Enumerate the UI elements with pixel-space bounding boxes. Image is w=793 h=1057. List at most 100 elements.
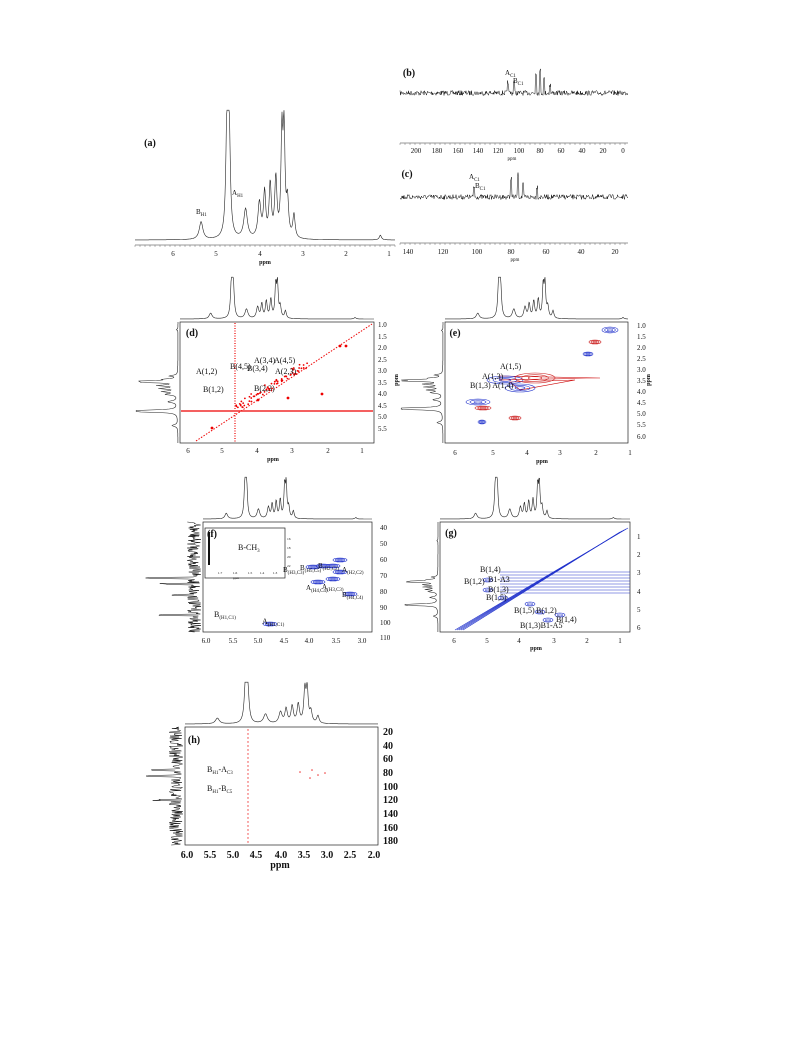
tick-label: 1.0: [637, 322, 646, 330]
annotation-main: B(1,3): [488, 585, 509, 594]
contour: [337, 571, 343, 573]
annotation: B(1,2): [536, 606, 557, 615]
annotation-sub: (H1,C1): [219, 616, 236, 621]
contour: [265, 388, 268, 391]
panel-label: (h): [188, 735, 200, 746]
contour: [500, 596, 506, 600]
contour: [330, 565, 336, 567]
spectrum: [399, 68, 629, 97]
contour: [275, 382, 278, 385]
diagonal: [195, 323, 373, 442]
plot-frame: [204, 527, 286, 579]
contour: [241, 406, 244, 409]
tick-label: 4.5: [378, 402, 387, 410]
tick-label: 6.0: [637, 433, 646, 441]
tick-label: 4: [258, 250, 262, 258]
annotation-sub: (H1,C1): [268, 623, 285, 628]
annotation-sub: H1: [201, 213, 208, 218]
contour: [250, 397, 253, 399]
annotation-main: B(3,4): [247, 364, 268, 373]
annotation: A(4,5): [274, 356, 295, 365]
contour: [514, 372, 556, 384]
contour: [477, 419, 487, 425]
annotation-main: B(1,2): [536, 606, 557, 615]
contour: [247, 825, 249, 827]
tick-label: 60: [380, 556, 388, 564]
contour: [247, 737, 249, 739]
contour: [584, 352, 592, 356]
panel-label: (e): [449, 328, 460, 339]
contour: [465, 398, 491, 406]
tick-label: 5.0: [227, 850, 240, 861]
contour: [313, 580, 323, 584]
contour: [247, 797, 249, 799]
tick-label: 4: [517, 637, 521, 645]
contour: [285, 375, 288, 378]
annotation-main: A: [306, 584, 311, 592]
contour: [542, 617, 554, 623]
plot-frame: [444, 321, 629, 444]
spectrum: [440, 476, 630, 520]
tick-label: 20: [383, 727, 393, 738]
tick-label: 140: [473, 147, 484, 155]
annotation: A(H1,C1): [262, 617, 285, 628]
contour: [292, 368, 295, 371]
annotation-main: A: [469, 173, 474, 181]
contour: [509, 385, 531, 391]
annotation: B(4,5): [230, 362, 251, 371]
annotation: B(2,3): [254, 384, 275, 393]
axis-title: ppm: [646, 374, 652, 386]
contour: [537, 610, 543, 614]
tick-label: 4.5: [280, 637, 289, 645]
contour: [247, 781, 249, 783]
tick-label: 4.0: [378, 390, 387, 398]
contour: [604, 327, 616, 333]
contour: [335, 558, 345, 562]
tick-label: 160: [453, 147, 464, 155]
tick-label: 3: [558, 449, 562, 457]
spectrum: [145, 726, 184, 846]
annotation-sub: C1: [518, 82, 524, 87]
tick-label: 140: [403, 248, 414, 256]
contour: [247, 777, 249, 779]
axis-title: ppm: [270, 860, 290, 871]
contour: [586, 353, 590, 355]
contour: [335, 570, 345, 574]
tick-label: 3.0: [378, 367, 387, 375]
axis-title: ppm: [394, 374, 400, 386]
contour: [347, 593, 353, 595]
spectrum: [185, 681, 378, 725]
contour: [497, 595, 509, 601]
spectrum: [399, 172, 629, 201]
tick-label: 5.5: [229, 637, 238, 645]
tick-label: 3.0: [637, 366, 646, 374]
contour: [252, 395, 255, 398]
annotation-main: B: [283, 566, 288, 574]
annotation-main: B: [475, 182, 480, 190]
axis-title: ppm: [536, 459, 548, 465]
contour: [514, 386, 526, 390]
tick-label: 6: [171, 250, 175, 258]
contour: [498, 378, 512, 382]
contour: [291, 371, 294, 374]
annotation-main: B-CH: [238, 543, 257, 552]
contour: [607, 328, 613, 332]
contour: [325, 576, 341, 582]
tick-label: 2.5: [378, 356, 387, 364]
panel-label: (b): [403, 68, 415, 79]
annotation-sub: (H2,C2): [347, 571, 364, 576]
contour: [318, 564, 328, 568]
spectrum: [180, 276, 374, 320]
contour: [477, 406, 489, 410]
tick-label: 100: [472, 248, 483, 256]
contour: [262, 621, 278, 627]
annotation-sub: 3: [257, 549, 260, 554]
tick-label: 100: [383, 782, 398, 793]
tick-label: 4.5: [637, 399, 646, 407]
tick-label: 1: [618, 637, 622, 645]
contour: [247, 805, 249, 807]
contour: [317, 774, 319, 776]
tick-label: 20: [600, 147, 608, 155]
contour: [332, 557, 348, 563]
contour: [328, 577, 338, 581]
